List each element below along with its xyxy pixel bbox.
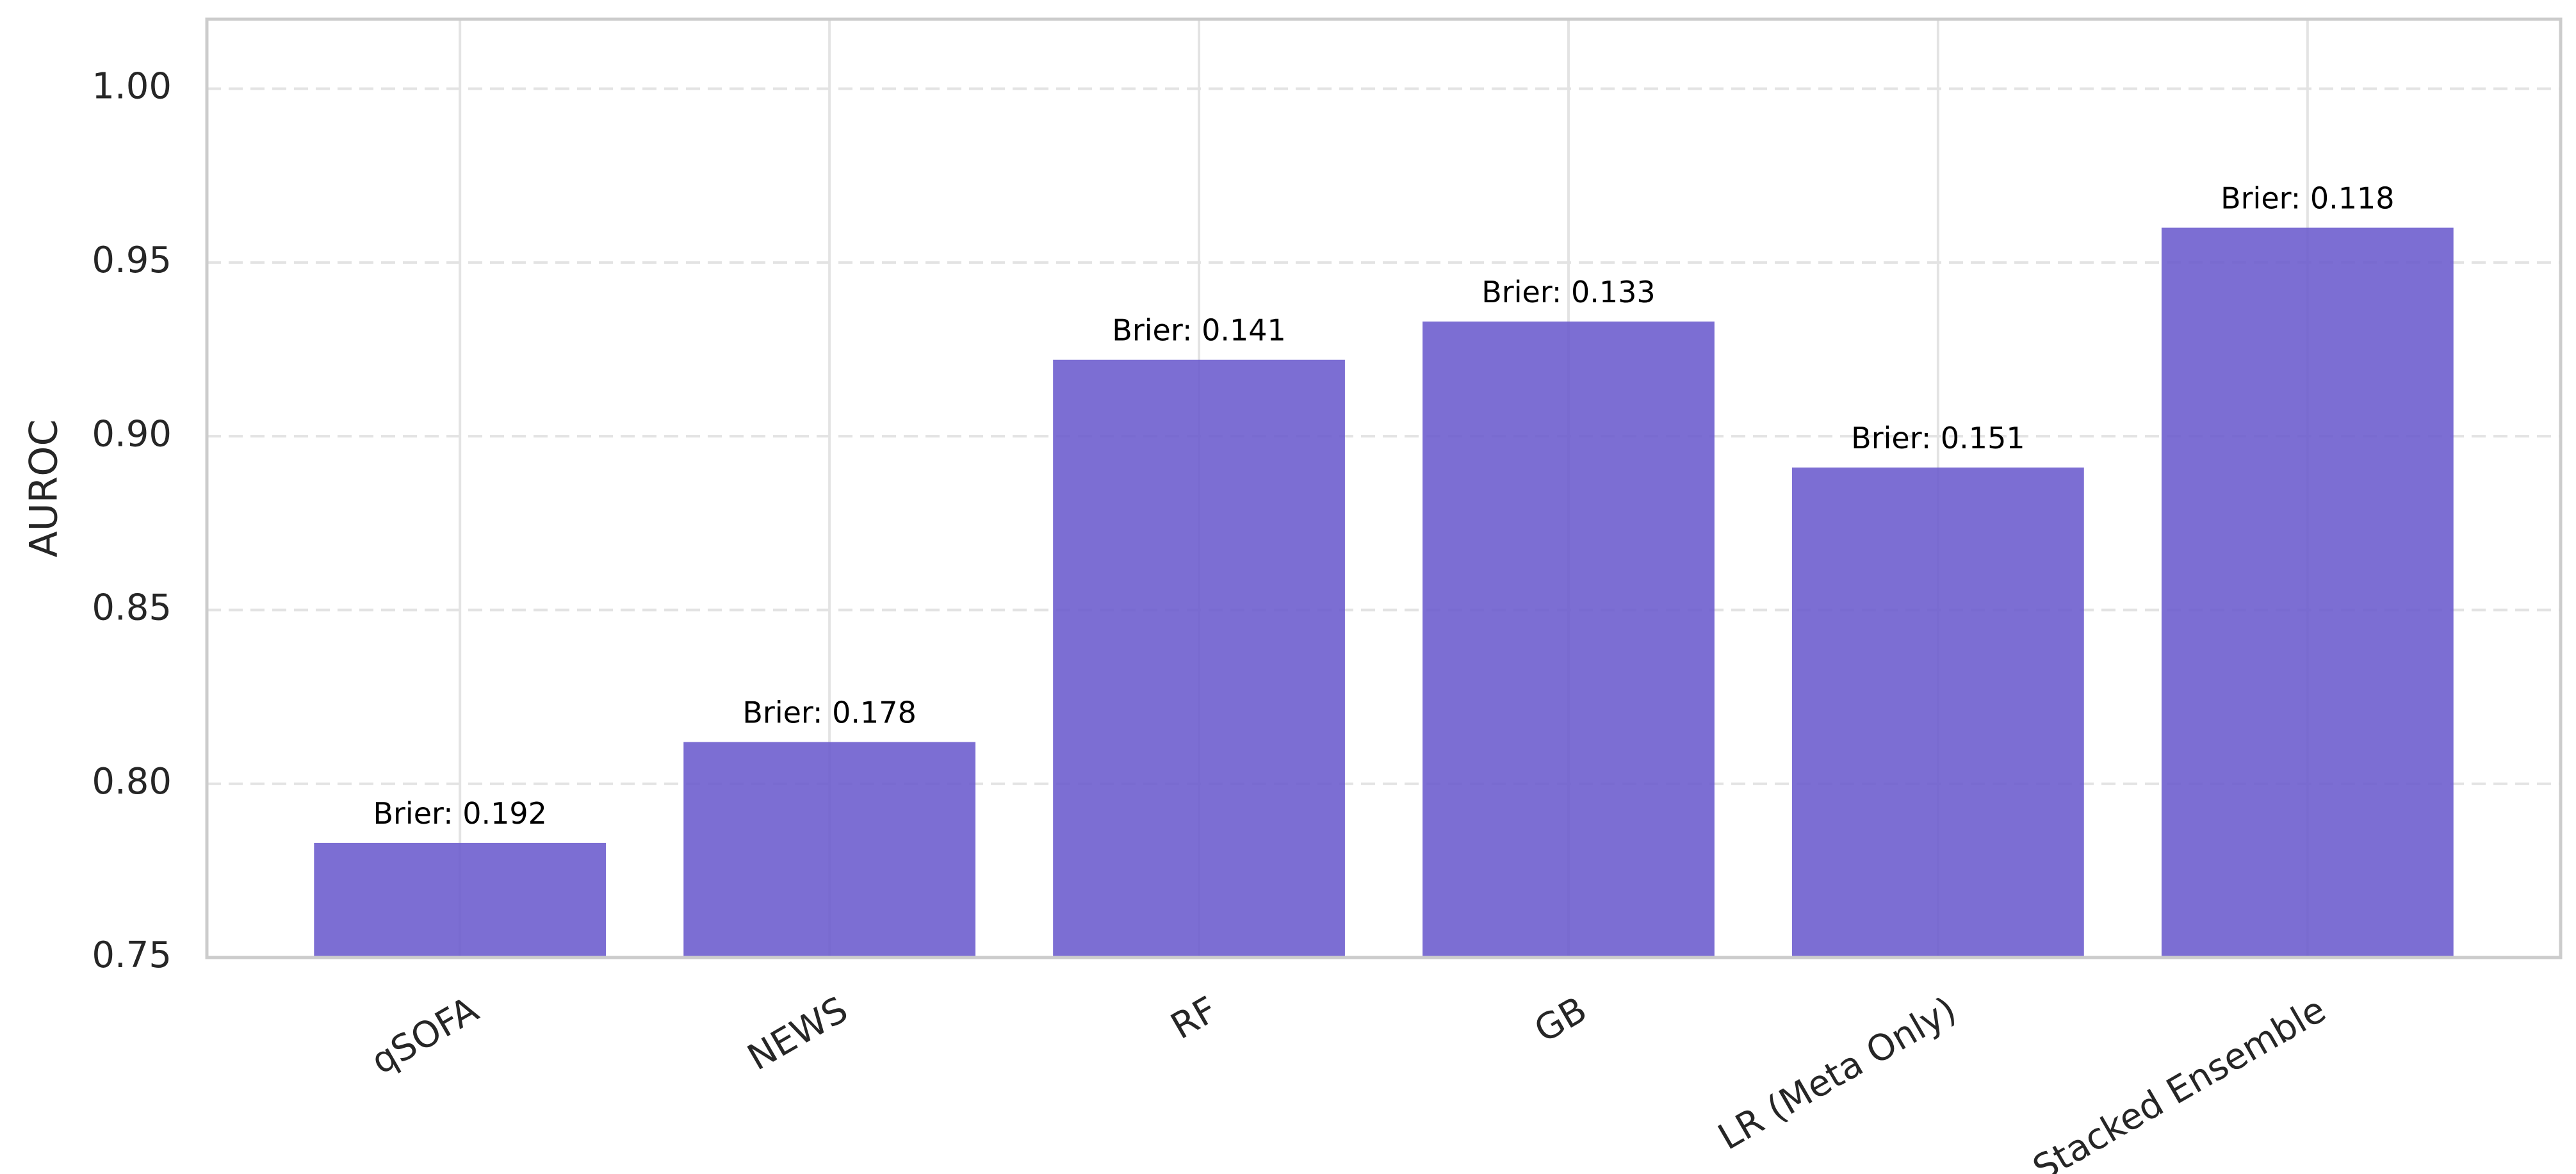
- bar-annotation: Brier: 0.141: [1112, 313, 1285, 348]
- bar-annotation: Brier: 0.192: [373, 796, 546, 831]
- y-tick-label: 0.75: [92, 934, 172, 976]
- bar-gb: [1423, 322, 1715, 958]
- bar-annotation: Brier: 0.133: [1481, 275, 1655, 309]
- bar-news: [683, 742, 975, 958]
- y-tick-label: 0.80: [92, 761, 172, 803]
- bar-annotation: Brier: 0.118: [2221, 181, 2394, 216]
- bar-rf: [1053, 359, 1345, 958]
- bar-stacked-ensemble: [2161, 227, 2454, 958]
- y-tick-label: 0.95: [92, 240, 172, 281]
- x-tick-label: LR (Meta Only): [1711, 989, 1963, 1159]
- plot-frame: [205, 17, 2563, 959]
- x-tick-label: GB: [1528, 989, 1594, 1051]
- y-tick-label: 0.85: [92, 587, 172, 629]
- y-axis-title: AUROC: [22, 420, 67, 558]
- x-tick-label: qSOFA: [364, 989, 485, 1083]
- bar-qsofa: [314, 842, 607, 958]
- bar-annotation: Brier: 0.178: [742, 696, 916, 730]
- bar-lr-meta-only: [1792, 467, 2084, 958]
- x-tick-label: RF: [1164, 989, 1225, 1048]
- x-tick-label: NEWS: [741, 989, 855, 1079]
- x-tick-label: Stacked Ensemble: [2026, 989, 2333, 1174]
- bar-annotation: Brier: 0.151: [1851, 421, 2025, 455]
- y-tick-label: 1.00: [92, 66, 172, 108]
- y-tick-label: 0.90: [92, 413, 172, 455]
